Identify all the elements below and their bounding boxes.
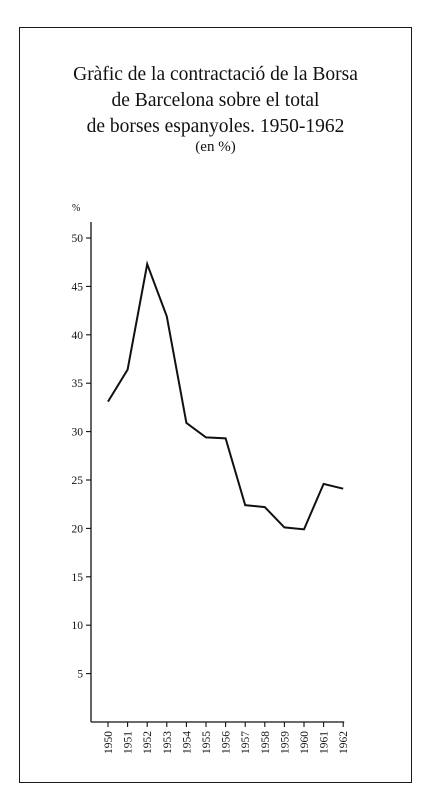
x-tick-label: 1962 [338, 731, 350, 754]
y-tick-label: 15 [72, 572, 84, 584]
y-axis-unit-label: % [72, 203, 81, 214]
x-tick-label: 1958 [260, 731, 272, 754]
chart-subtitle: (en %) [195, 139, 236, 155]
x-tick-label: 1957 [240, 731, 252, 754]
y-axis-ticks: 5 10 15 20 25 30 35 40 45 50 [72, 233, 91, 681]
y-tick-label: 5 [77, 669, 83, 681]
y-tick-label: 30 [72, 427, 84, 439]
x-tick-label: 1950 [103, 731, 115, 754]
series-line [107, 260, 344, 531]
y-tick-label: 50 [72, 233, 84, 245]
x-tick-label: 1951 [123, 731, 135, 754]
x-tick-label: 1960 [299, 731, 311, 754]
x-axis-ticks: 1950 1951 1952 1953 1954 1955 1956 1957 1958 1959… [103, 722, 350, 754]
chart-title-line-1: Gràfic de la contractació de la Borsa [73, 64, 358, 85]
chart-frame [19, 27, 412, 783]
chart-title-line-3: de borses espanyoles. 1950-1962 [86, 116, 345, 137]
x-tick-label: 1956 [221, 731, 233, 754]
y-tick-label: 45 [72, 281, 84, 293]
y-tick-label: 20 [72, 523, 84, 535]
y-tick-label: 10 [72, 620, 84, 632]
axes [90, 222, 345, 723]
x-tick-label: 1961 [319, 731, 331, 754]
x-tick-label: 1953 [162, 731, 174, 754]
y-tick-label: 25 [72, 475, 84, 487]
series-layer [107, 260, 344, 531]
x-tick-label: 1955 [201, 731, 213, 754]
y-tick-label: 35 [72, 378, 84, 390]
x-tick-label: 1952 [142, 731, 154, 754]
chart-title: Gràfic de la contractació de la Borsa de… [19, 62, 412, 140]
y-tick-label: 40 [72, 330, 84, 342]
x-tick-label: 1954 [181, 731, 193, 754]
chart-title-line-2: de Barcelona sobre el total [111, 90, 320, 111]
x-tick-label: 1959 [279, 731, 291, 754]
